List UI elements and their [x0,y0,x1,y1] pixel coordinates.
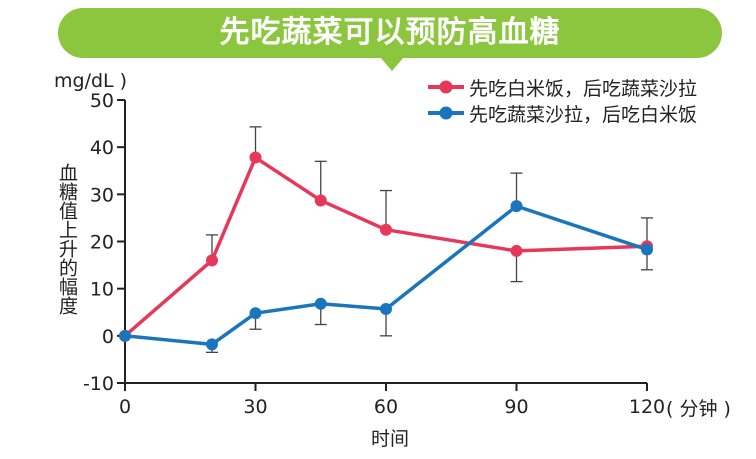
data-point-series-0 [314,194,327,207]
y-tick-label: 40 [90,137,114,159]
data-point-series-0 [380,223,392,236]
legend-label-salad-first: 先吃蔬菜沙拉，后吃白米饭 [469,103,698,126]
x-tick-label: 120 [629,396,665,418]
legend-swatch-salad-first [428,106,464,120]
title-banner-background [58,8,722,58]
data-point-series-0 [510,244,523,257]
x-tick-label: 30 [243,396,267,418]
data-point-series-1 [249,307,262,320]
y-tick-label: 30 [90,184,114,206]
x-tick-label: 60 [374,396,398,418]
y-tick-label: 10 [90,279,114,301]
data-point-series-1 [314,297,327,310]
legend-item-salad-first: 先吃蔬菜沙拉，后吃白米饭 [427,100,697,126]
y-tick-label: 20 [90,232,114,254]
y-tick-label: 0 [102,326,114,348]
y-axis-label: 血糖值上升的幅度 [56,163,78,315]
y-tick-label: -10 [83,373,114,395]
data-point-series-1 [206,338,218,351]
error-bars [206,126,653,353]
x-axis-label: 时间 [370,428,409,450]
x-tick-label: 0 [119,396,131,418]
data-points [119,151,653,351]
x-axis-unit: ( 分钟 ) [666,398,731,420]
data-point-series-1 [641,243,653,256]
data-point-series-0 [206,254,218,267]
chart-title: 先吃蔬菜可以预防高血糖 [219,15,561,50]
legend-label-rice-first: 先吃白米饭，后吃蔬菜沙拉 [469,77,698,100]
data-point-series-0 [249,151,262,164]
legend-item-rice-first: 先吃白米饭，后吃蔬菜沙拉 [427,74,697,100]
data-point-series-1 [119,329,131,342]
data-point-series-1 [380,302,392,315]
x-tick-label: 90 [504,396,528,418]
y-axis-unit: mg/dL ) [54,70,128,92]
y-tick-label: 50 [90,90,114,112]
data-point-series-1 [510,200,523,213]
legend: 先吃白米饭，后吃蔬菜沙拉 先吃蔬菜沙拉，后吃白米饭 [427,74,697,126]
title-banner-pointer [380,57,404,71]
title-banner: 先吃蔬菜可以预防高血糖 [58,8,722,71]
legend-swatch-rice-first [428,80,464,94]
